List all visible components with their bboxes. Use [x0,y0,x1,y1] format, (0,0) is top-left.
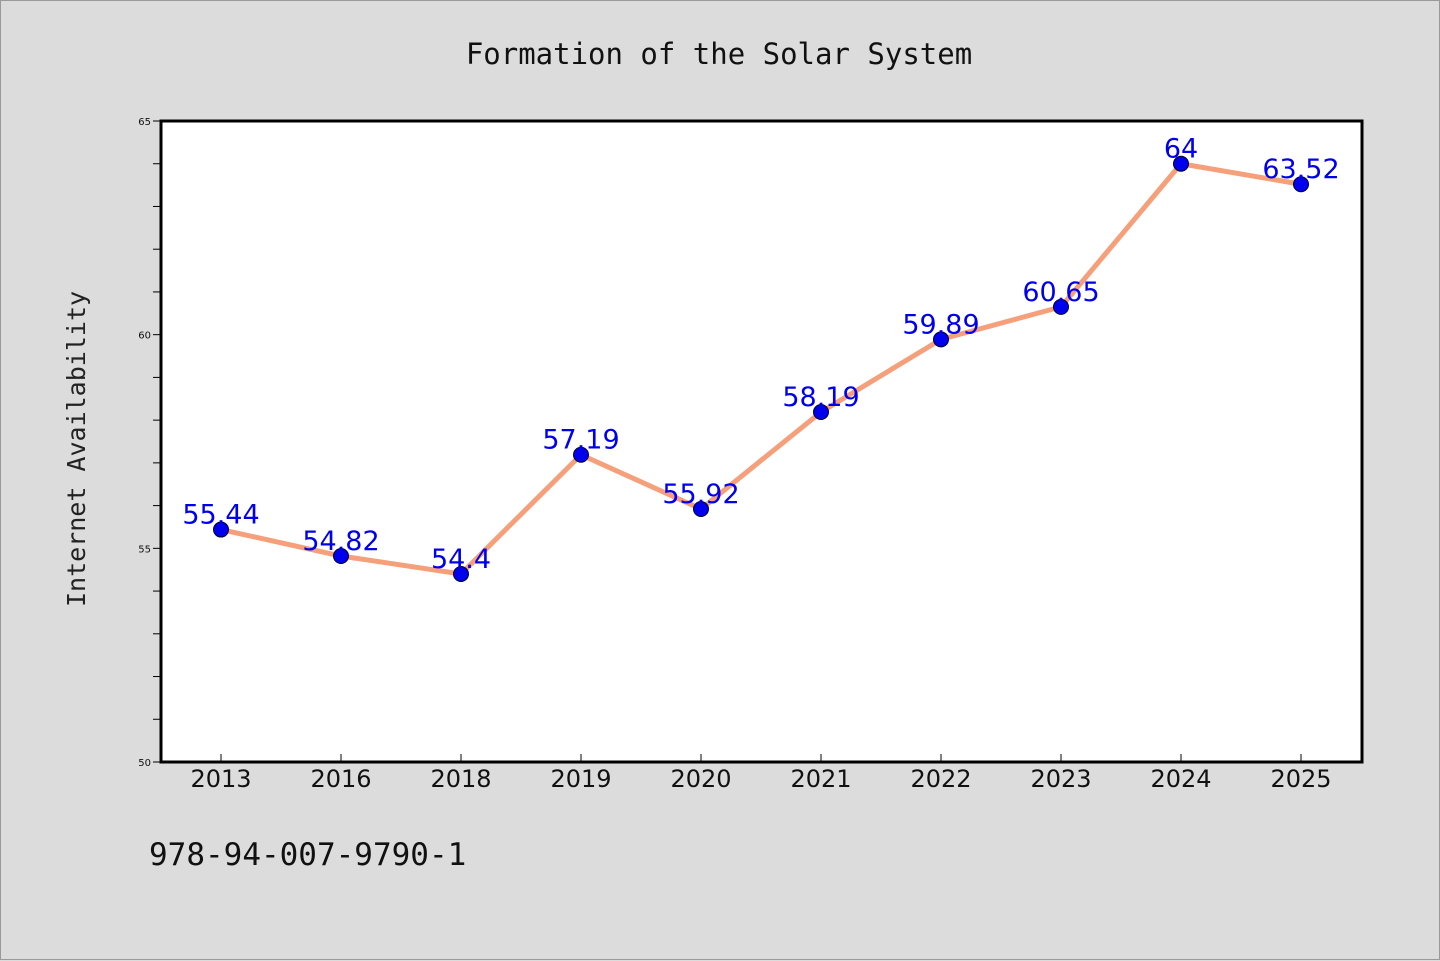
x-tick-label: 2013 [190,765,251,793]
isbn-text: 978-94-007-9790-1 [149,837,466,873]
data-label: 54.4 [431,544,491,575]
y-tick-label: 55 [138,544,151,555]
data-point-marker [333,548,349,565]
x-tick-label: 2020 [670,765,731,793]
data-label: 58.19 [782,382,859,413]
chart-title: Formation of the Solar System [466,37,972,71]
y-tick-label: 50 [138,758,151,769]
y-axis-label: Internet Availability [62,291,91,607]
x-tick-label: 2022 [910,765,971,793]
data-point-marker [933,331,949,348]
x-tick-label: 2023 [1030,765,1091,793]
data-label: 60.65 [1022,277,1099,308]
x-tick-label: 2021 [790,765,851,793]
data-point-marker [573,446,589,463]
data-point-marker [1173,155,1189,172]
data-label: 64 [1164,134,1198,165]
data-label: 54.82 [302,526,379,557]
data-label: 59.89 [902,309,979,340]
data-point-marker [1053,298,1069,315]
data-point-marker [813,404,829,421]
data-label: 63.52 [1262,154,1339,185]
data-label: 57.19 [542,425,619,456]
x-tick-label: 2019 [550,765,611,793]
x-tick-label: 2018 [430,765,491,793]
x-tick-label: 2016 [310,765,371,793]
data-point-marker [1293,176,1309,193]
plot-area [159,119,1364,764]
series-line [218,161,1304,577]
y-tick-label: 65 [138,117,151,128]
x-tick-label: 2024 [1150,765,1211,793]
data-point-marker [453,565,469,582]
data-point-marker [213,521,229,538]
y-tick-label: 60 [138,331,151,342]
data-point-marker [693,501,709,518]
x-tick-label: 2025 [1270,765,1331,793]
data-label: 55.44 [182,500,259,531]
data-label: 55.92 [662,479,739,510]
